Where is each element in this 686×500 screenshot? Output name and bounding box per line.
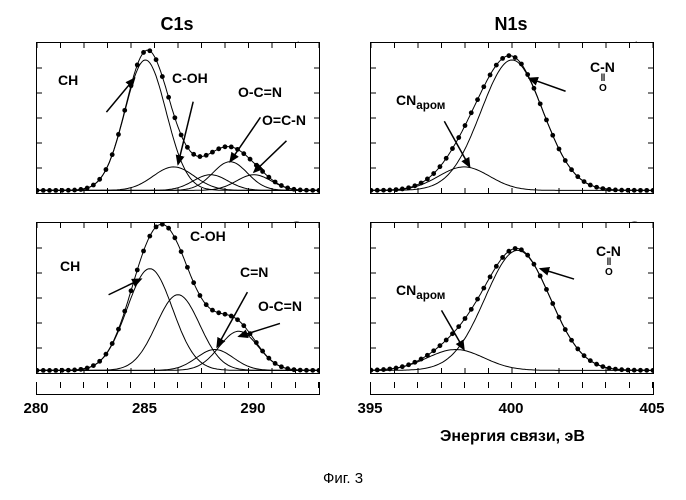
tick-label: 280 — [23, 400, 48, 417]
tick-label: 290 — [240, 400, 265, 417]
annot-p1-ocn2: O=C-N — [262, 112, 306, 128]
col-title-n1s: N1s — [494, 14, 527, 35]
col-title-c1s: C1s — [160, 14, 193, 35]
tick-label: 285 — [132, 400, 157, 417]
tick-label: 405 — [639, 400, 664, 417]
axis-box-left — [36, 382, 320, 395]
annot-p4-cno: C-N ‖O — [596, 244, 621, 278]
annot-p3-cnsub: CNаром — [396, 92, 445, 112]
annot-p2-ocn: O-C=N — [258, 298, 302, 314]
figure-caption: Фиг. 3 — [323, 470, 363, 487]
annot-p2-cn: C=N — [240, 264, 268, 280]
tick-label: 400 — [498, 400, 523, 417]
annot-p3-cno: C-N ‖O — [590, 60, 615, 94]
axis-box-right — [370, 382, 654, 395]
annot-p2-coh: C-OH — [190, 228, 226, 244]
annot-p4-cnsub: CNаром — [396, 282, 445, 302]
figure-root: C1s N1s 1 2 1 2 280285290 395400405 Энер… — [0, 0, 686, 500]
annot-p1-coh: C-OH — [172, 70, 208, 86]
annot-p2-ch: CH — [60, 258, 80, 274]
annot-p1-ch: CH — [58, 72, 78, 88]
tick-label: 395 — [357, 400, 382, 417]
axis-title: Энергия связи, эВ — [440, 428, 585, 446]
annot-p1-ocn: O-C=N — [238, 84, 282, 100]
